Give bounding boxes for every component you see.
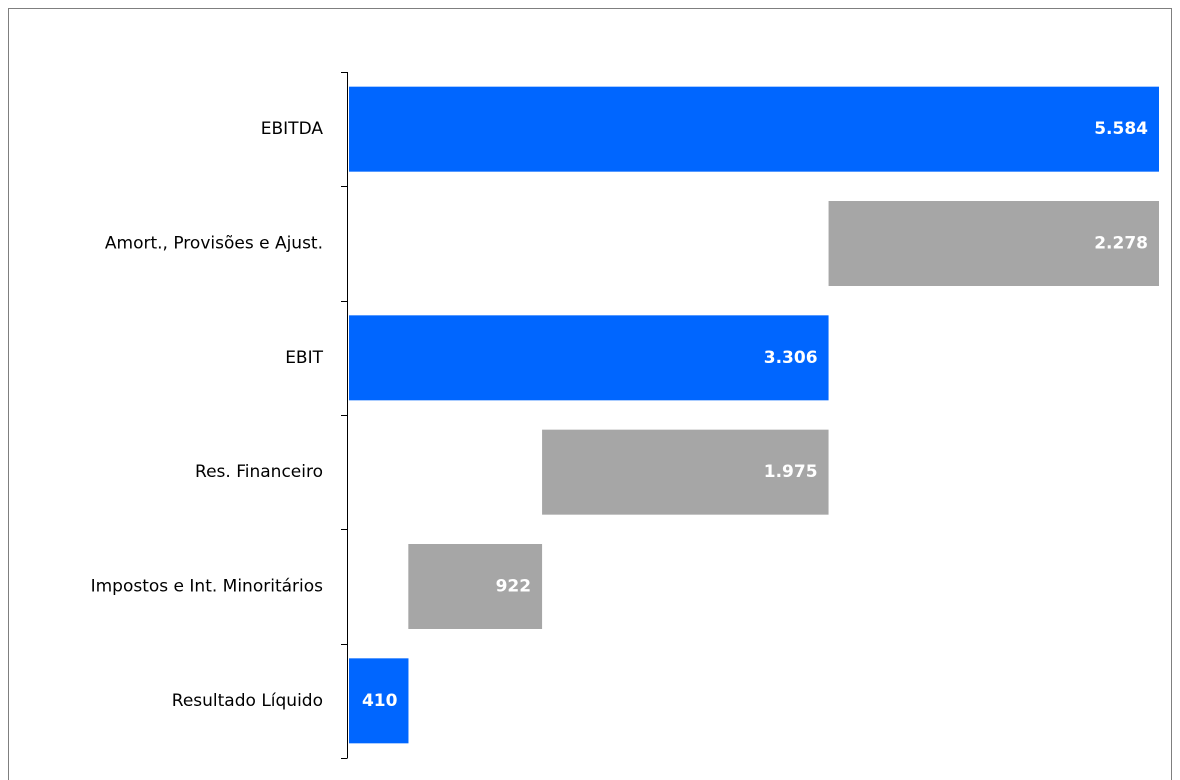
- category-label: Res. Financeiro: [195, 462, 323, 482]
- category-label: EBIT: [285, 348, 323, 368]
- bar: [828, 201, 1159, 286]
- value-label: 922: [496, 577, 532, 597]
- category-label: Resultado Líquido: [172, 691, 323, 711]
- value-label: 3.306: [764, 348, 818, 368]
- category-label: Amort., Provisões e Ajust.: [105, 234, 323, 254]
- bar: [408, 544, 543, 629]
- bar: [542, 429, 829, 515]
- bar: [349, 86, 1159, 172]
- category-label: EBITDA: [261, 119, 324, 139]
- bar: [349, 658, 409, 744]
- category-label: Impostos e Int. Minoritários: [91, 577, 324, 597]
- bar: [349, 315, 829, 401]
- value-label: 2.278: [1094, 234, 1148, 254]
- value-label: 1.975: [764, 462, 818, 482]
- value-label: 410: [362, 691, 398, 711]
- value-label: 5.584: [1094, 119, 1148, 139]
- chart-frame: [8, 8, 1172, 780]
